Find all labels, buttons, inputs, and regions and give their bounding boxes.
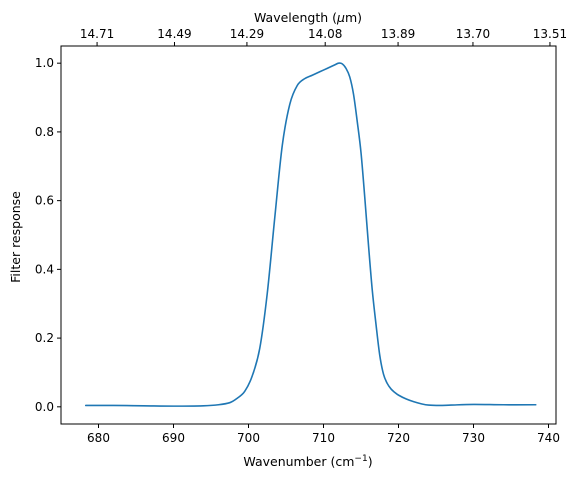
plot-frame	[60, 45, 557, 425]
x-tick-label: 680	[87, 431, 110, 445]
x-tick-label: 740	[537, 431, 560, 445]
y-tick-label: 0.8	[35, 125, 54, 139]
x-tick-label: 720	[387, 431, 410, 445]
x-axis-label: Wavenumber (cm−1)	[243, 454, 372, 469]
top-tick-label: 14.29	[230, 27, 264, 41]
x-tick-label: 710	[312, 431, 335, 445]
y-tick-label: 0.6	[35, 194, 54, 208]
top-x-axis-label: Wavelength (μm)	[254, 10, 362, 25]
y-tick-label: 0.2	[35, 331, 54, 345]
top-tick-label: 13.89	[381, 27, 415, 41]
top-tick-label: 13.51	[533, 27, 567, 41]
y-tick-label: 1.0	[35, 56, 54, 70]
x-tick-label: 730	[462, 431, 485, 445]
axis-ticks: 680 690 700 710 720 730 740 0.0 0.2 0.4 0.6 0.8 1.0 1…	[35, 27, 567, 445]
filter-response-line	[84, 62, 537, 407]
top-tick-label: 13.70	[456, 27, 490, 41]
y-axis-label: Filter response	[8, 191, 23, 283]
x-tick-label: 690	[162, 431, 185, 445]
y-tick-label: 0.0	[35, 400, 54, 414]
x-tick-label: 700	[237, 431, 260, 445]
top-tick-label: 14.71	[80, 27, 114, 41]
top-tick-label: 14.49	[157, 27, 191, 41]
top-tick-label: 14.08	[308, 27, 342, 41]
y-tick-label: 0.4	[35, 262, 54, 276]
